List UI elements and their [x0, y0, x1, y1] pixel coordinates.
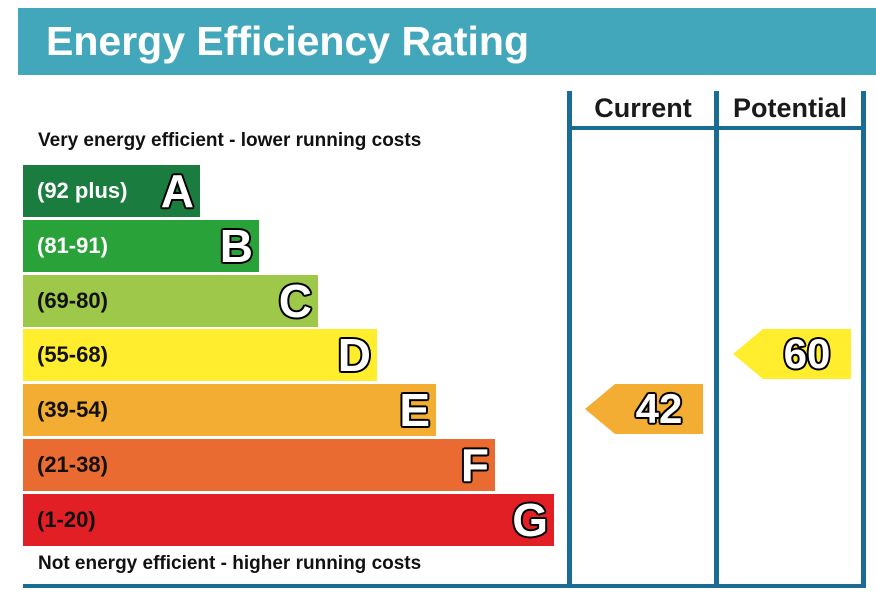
- band-letter: C: [278, 274, 312, 327]
- band-range-label: (92 plus): [37, 178, 128, 203]
- bottom-border: [23, 584, 866, 588]
- column-divider-middle: [714, 91, 719, 588]
- band-letter: E: [399, 384, 430, 437]
- band-range-label: (55-68): [37, 342, 108, 368]
- band-range-label: (21-38): [37, 452, 108, 477]
- band-range-label: (81-91): [37, 232, 108, 258]
- band-range-label: (69-80): [37, 287, 108, 313]
- rating-band-g: (1-20) G: [23, 493, 554, 546]
- band-letter: D: [337, 329, 371, 382]
- band-letter: B: [219, 219, 253, 272]
- bottom-caption: Not energy efficient - higher running co…: [38, 553, 422, 574]
- band-letter: G: [512, 493, 548, 546]
- band-range-label: (39-54): [37, 397, 108, 423]
- band-letter: F: [460, 439, 489, 491]
- rating-band-d: (55-68) D: [23, 329, 377, 382]
- potential-column-header: Potential: [732, 93, 847, 123]
- column-divider-right: [861, 91, 866, 588]
- header-underline: [567, 126, 866, 130]
- band-range-label: (1-20): [37, 506, 96, 532]
- rating-band-c: (69-80) C: [23, 274, 318, 327]
- chart-title: Energy Efficiency Rating: [46, 18, 530, 64]
- title-bar: Energy Efficiency Rating: [18, 8, 876, 75]
- potential-rating-value: 60: [783, 330, 831, 378]
- top-caption: Very energy efficient - lower running co…: [38, 130, 422, 151]
- rating-band-a: (92 plus) A: [23, 165, 200, 217]
- rating-band-b: (81-91) B: [23, 219, 259, 272]
- rating-band-f: (21-38) F: [23, 439, 495, 491]
- column-divider-left: [567, 91, 572, 588]
- current-column-header: Current: [594, 93, 692, 123]
- band-letter: A: [160, 165, 194, 217]
- current-rating-value: 42: [635, 385, 683, 433]
- rating-band-e: (39-54) E: [23, 384, 436, 437]
- current-rating-arrow: 42: [585, 384, 703, 435]
- potential-rating-arrow: 60: [733, 329, 851, 380]
